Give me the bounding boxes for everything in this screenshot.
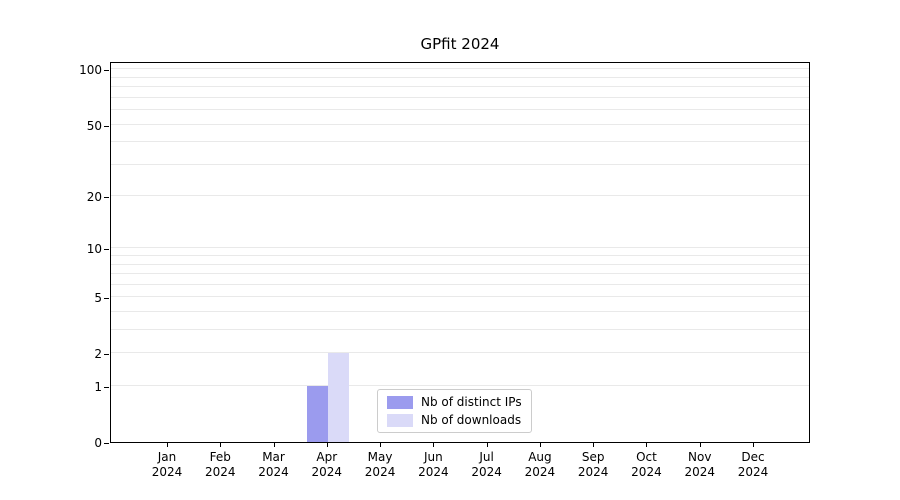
legend-label-distinct-ips: Nb of distinct IPs — [421, 395, 522, 409]
x-tick-mark — [646, 443, 648, 447]
gridline — [111, 68, 809, 70]
x-tick-label: Oct 2024 — [631, 450, 662, 479]
legend-swatch-downloads — [387, 413, 413, 427]
gridline — [111, 311, 809, 313]
x-tick-mark — [220, 443, 222, 447]
gridline — [111, 96, 809, 98]
y-tick-mark — [104, 443, 109, 444]
gridline — [111, 247, 809, 249]
x-tick-label: Jun 2024 — [418, 450, 449, 479]
y-tick-mark — [104, 125, 109, 127]
x-tick-label: Apr 2024 — [311, 450, 343, 479]
x-tick-label: Feb 2024 — [204, 450, 236, 479]
gridline — [111, 195, 809, 197]
x-tick-label: Aug 2024 — [524, 450, 556, 479]
legend-swatch-distinct-ips — [387, 395, 413, 409]
x-tick-label: Nov 2024 — [684, 450, 715, 479]
x-tick-mark — [539, 443, 541, 447]
gridline — [111, 296, 809, 298]
gridline — [111, 385, 809, 387]
gridline — [111, 352, 809, 354]
y-tick-label: 2 — [94, 347, 102, 362]
gridline — [111, 273, 809, 275]
gridline — [111, 76, 809, 78]
x-tick-mark — [273, 443, 275, 447]
y-tick-mark — [104, 298, 109, 300]
y-tick-label: 0 — [94, 436, 102, 450]
x-tick-mark — [486, 443, 488, 447]
gridline — [111, 141, 809, 143]
x-tick-mark — [593, 443, 595, 447]
x-tick-mark — [326, 443, 328, 447]
y-tick-label: 10 — [86, 242, 102, 257]
bar — [306, 386, 328, 442]
x-tick-label: Jan 2024 — [151, 450, 183, 479]
x-tick-mark — [753, 443, 754, 447]
bar — [327, 353, 349, 442]
x-tick-mark — [380, 443, 382, 447]
legend: Nb of distinct IPs Nb of downloads — [377, 389, 532, 433]
gridline — [111, 255, 809, 257]
y-tick-label: 50 — [86, 118, 102, 133]
x-tick-label: Jul 2024 — [471, 450, 502, 479]
x-tick-mark — [699, 443, 701, 447]
gridline — [111, 109, 809, 111]
gridline — [111, 123, 809, 125]
x-tick-label: Dec 2024 — [737, 450, 769, 479]
y-tick-mark — [104, 249, 109, 251]
gridline — [111, 86, 809, 88]
plot-area — [110, 62, 810, 443]
y-tick-label: 20 — [86, 190, 102, 205]
y-tick-label: 100 — [79, 63, 102, 78]
x-tick-label: Sep 2024 — [577, 450, 609, 479]
x-tick-mark — [167, 443, 168, 447]
x-tick-mark — [433, 443, 435, 447]
y-tick-mark — [104, 70, 109, 72]
y-tick-label: 5 — [94, 291, 102, 306]
y-tick-mark — [104, 197, 109, 199]
x-tick-label: Mar 2024 — [258, 450, 289, 479]
gridline — [111, 163, 809, 165]
chart-title: GPfit 2024 — [420, 35, 500, 53]
x-tick-label: May 2024 — [364, 450, 396, 479]
gridline — [111, 263, 809, 265]
legend-item: Nb of distinct IPs — [387, 395, 522, 409]
y-tick-label: 1 — [94, 380, 102, 395]
legend-item: Nb of downloads — [387, 413, 522, 427]
gridline — [111, 329, 809, 331]
gridline — [111, 283, 809, 285]
y-tick-mark — [104, 387, 109, 389]
legend-label-downloads: Nb of downloads — [421, 413, 522, 427]
y-tick-mark — [104, 354, 109, 356]
